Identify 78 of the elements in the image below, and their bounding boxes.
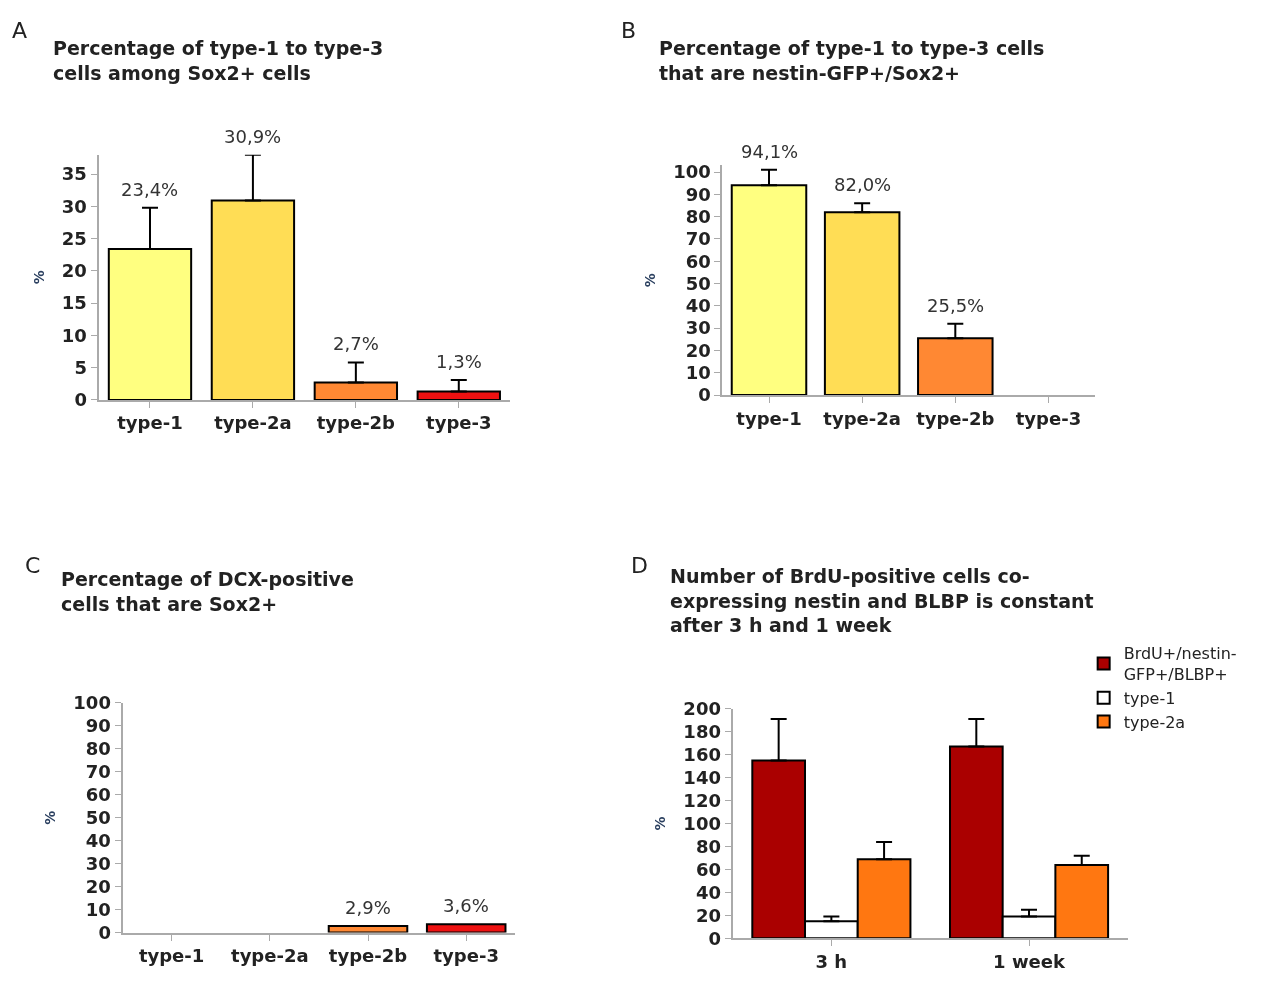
- y-tick-label: 70: [685, 228, 711, 250]
- y-tick-label: 70: [85, 761, 111, 783]
- y-tick-label: 120: [683, 789, 721, 811]
- y-tick-label: 10: [685, 362, 711, 384]
- chart-title: Percentage of type-1 to type-3 cells that are nestin-GFP+/Sox2+: [659, 37, 1045, 84]
- chart-title: Number of BrdU-positive cells co-expressing nestin and BLBP is constant after 3 h and 1 week: [670, 565, 1094, 637]
- y-tick-label: 30: [685, 317, 711, 339]
- y-tick-label: 30: [61, 195, 87, 217]
- y-tick-label: 20: [85, 875, 111, 897]
- x-tick-label: type-1: [117, 412, 183, 434]
- y-tick-label: 40: [685, 295, 711, 317]
- y-tick-label: 0: [74, 389, 87, 411]
- y-tick-label: 80: [685, 205, 711, 227]
- data-label: 3,6%: [443, 895, 489, 916]
- x-tick-label: 1 week: [993, 950, 1066, 972]
- y-tick-label: 140: [683, 766, 721, 788]
- y-tick-label: 200: [683, 697, 721, 719]
- x-tick-label: type-2a: [823, 407, 901, 429]
- text: D: [631, 553, 648, 578]
- y-tick-label: 100: [673, 161, 711, 183]
- y-tick-label: 40: [695, 881, 721, 903]
- data-label: 82,0%: [834, 174, 892, 195]
- data-label: 94,1%: [741, 141, 799, 162]
- x-tick-label: type-3: [433, 945, 499, 967]
- data-label: 30,9%: [224, 126, 282, 147]
- y-tick-label: 5: [74, 356, 87, 378]
- legend-label: type-1: [1123, 689, 1176, 709]
- x-tick-label: type-2b: [916, 407, 995, 429]
- y-tick-label: 15: [61, 292, 87, 314]
- y-tick-label: 50: [85, 807, 111, 829]
- y-tick-label: 30: [85, 852, 111, 874]
- y-tick-label: 0: [698, 384, 711, 406]
- y-tick-label: 40: [85, 830, 111, 852]
- y-tick-label: 0: [708, 927, 721, 949]
- y-tick-label: 50: [685, 272, 711, 294]
- data-label: 1,3%: [436, 351, 482, 372]
- y-tick-label: 160: [683, 743, 721, 765]
- y-axis-title: %: [642, 273, 659, 288]
- y-tick-label: 100: [683, 812, 721, 834]
- y-tick-label: 60: [85, 784, 111, 806]
- data-label: 2,7%: [333, 333, 379, 354]
- y-tick-label: 10: [85, 898, 111, 920]
- legend-label: type-2a: [1123, 712, 1186, 732]
- y-tick-label: 20: [695, 904, 721, 926]
- y-tick-label: 80: [85, 738, 111, 760]
- x-tick-label: type-2a: [214, 412, 292, 434]
- x-tick-label: type-2b: [328, 945, 408, 967]
- y-tick-label: 60: [685, 250, 711, 272]
- text: A: [12, 18, 28, 43]
- text: C: [25, 553, 41, 578]
- chart-title: Percentage of type-1 to type-3 cells among Sox2+ cells: [53, 37, 384, 84]
- y-tick-label: 100: [73, 692, 111, 714]
- y-tick-label: 80: [695, 835, 721, 857]
- y-axis-title: %: [652, 816, 669, 831]
- y-tick-label: 90: [85, 715, 111, 737]
- x-tick-label: type-3: [426, 412, 492, 434]
- y-tick-label: 20: [61, 260, 87, 282]
- y-tick-label: 10: [61, 324, 87, 346]
- y-tick-label: 60: [695, 858, 721, 880]
- x-tick-label: type-1: [138, 945, 205, 967]
- x-tick-label: type-3: [1015, 407, 1082, 429]
- chart-title: Percentage of DCX-positive cells that are Sox2+: [61, 568, 354, 615]
- x-tick-label: type-2a: [231, 945, 309, 967]
- y-tick-label: 90: [685, 183, 711, 205]
- x-tick-label: 3 h: [815, 950, 848, 972]
- data-label: 2,9%: [345, 897, 391, 918]
- y-axis-title: %: [30, 270, 47, 285]
- text: B: [621, 18, 637, 43]
- data-label: 23,4%: [121, 179, 179, 200]
- data-label: 25,5%: [927, 295, 985, 316]
- y-tick-label: 0: [98, 921, 111, 943]
- y-axis-title: %: [42, 810, 59, 825]
- x-tick-label: type-1: [736, 407, 802, 429]
- y-tick-label: 180: [683, 720, 721, 742]
- y-tick-label: 20: [685, 339, 711, 361]
- y-tick-label: 25: [61, 227, 87, 249]
- y-tick-label: 35: [61, 163, 87, 185]
- x-tick-label: type-2b: [316, 412, 396, 434]
